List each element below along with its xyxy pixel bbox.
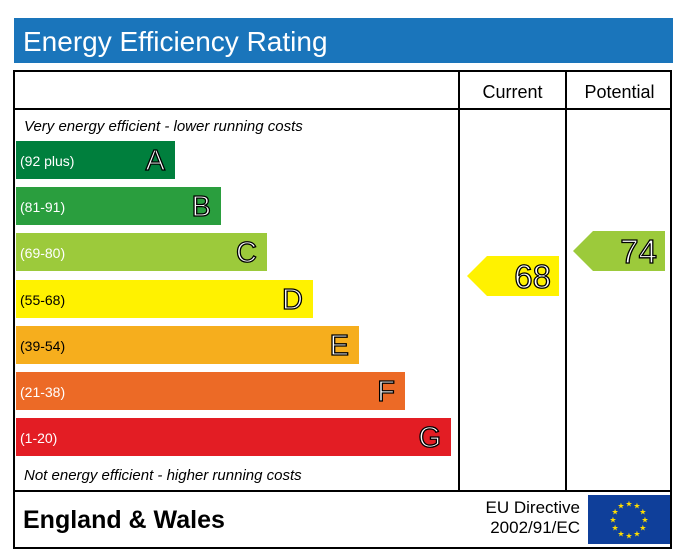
band-letter: E <box>329 329 350 362</box>
band-bar-c: (69-80) C <box>16 233 267 272</box>
band-letter: C <box>235 237 257 270</box>
band-letter: G <box>418 422 442 455</box>
potential-rating-arrow: 74 <box>573 231 665 271</box>
directive-line1: EU Directive <box>485 498 580 517</box>
band-bar-a: (92 plus) A <box>16 141 175 179</box>
rating-value: 74 <box>620 232 658 270</box>
current-column-header: Current <box>482 82 543 102</box>
rating-value: 68 <box>514 257 552 295</box>
band-letter: A <box>145 144 166 177</box>
band-range: (21-38) <box>20 384 66 400</box>
directive-line2: 2002/91/EC <box>490 518 580 537</box>
band-bar-e: (39-54) E <box>16 325 359 364</box>
band-bar-g: (1-20) G <box>16 418 451 457</box>
eu-flag-icon: ★ ★★★★★★★★★★★ <box>588 495 670 544</box>
band-range: (92 plus) <box>20 153 75 169</box>
star-icon: ★ <box>609 516 616 525</box>
column-divider <box>565 70 567 492</box>
band-bar-d: (55-68) D <box>16 279 313 318</box>
potential-column-header: Potential <box>584 82 655 102</box>
band-range: (81-91) <box>20 199 66 216</box>
band-range: (55-68) <box>20 291 66 308</box>
eu-directive: EU Directive 2002/91/EC <box>462 498 580 538</box>
region-label: England & Wales <box>23 506 225 534</box>
star-icon: ★ <box>612 524 619 533</box>
band-range: (1-20) <box>20 430 58 447</box>
band-letter: B <box>191 191 212 224</box>
star-icon: ★ <box>612 508 619 517</box>
band-range: (69-80) <box>20 245 66 262</box>
band-bar-f: (21-38) F <box>16 372 405 410</box>
band-range: (39-54) <box>20 337 66 354</box>
column-divider <box>458 70 460 492</box>
star-icon: ★ <box>625 500 632 509</box>
band-letter: D <box>281 283 303 316</box>
page-title: Energy Efficiency Rating <box>14 18 673 63</box>
star-icon: ★ <box>633 502 640 511</box>
bottom-note: Not energy efficient - higher running co… <box>24 467 302 484</box>
band-letter: F <box>377 375 396 408</box>
star-icon: ★ <box>641 516 648 525</box>
star-icon: ★ <box>639 508 646 517</box>
star-icon: ★ <box>625 532 632 541</box>
top-note: Very energy efficient - lower running co… <box>24 118 303 135</box>
current-rating-arrow: 68 <box>467 256 559 296</box>
footer <box>13 490 672 549</box>
star-icon: ★ <box>639 524 646 533</box>
star-icon: ★ <box>617 529 624 538</box>
star-icon: ★ <box>633 529 640 538</box>
star-icon: ★ <box>617 502 624 511</box>
header-divider <box>13 108 672 110</box>
band-bar-b: (81-91) B <box>16 187 221 226</box>
